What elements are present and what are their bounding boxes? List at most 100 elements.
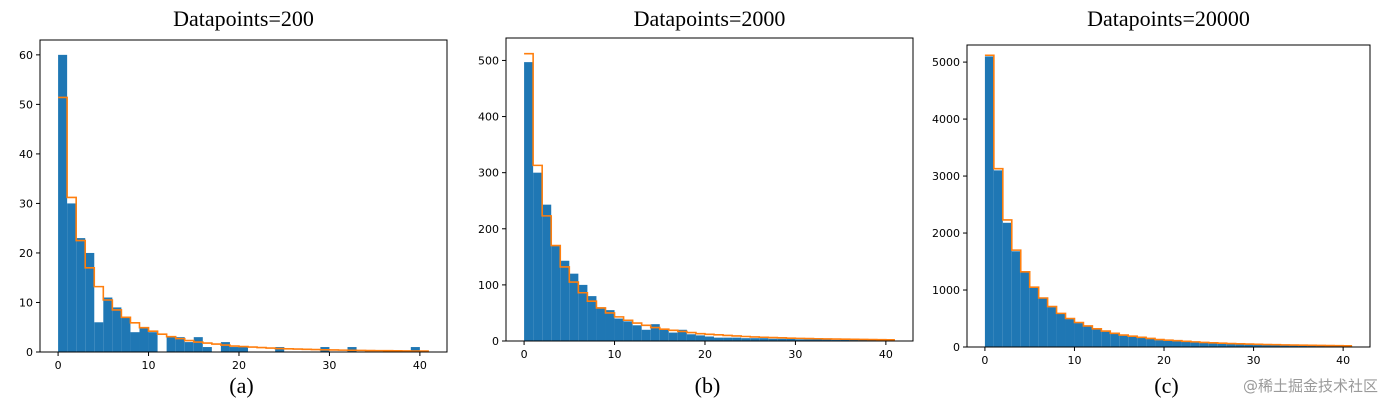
bar	[1307, 345, 1317, 347]
subplot-title: Datapoints=2000	[634, 6, 786, 31]
x-tick-label: 20	[232, 359, 246, 372]
bar	[686, 334, 696, 341]
bar	[175, 337, 185, 352]
y-tick-label: 2000	[932, 227, 960, 240]
bar	[1047, 307, 1057, 347]
x-tick-label: 40	[413, 359, 427, 372]
y-tick-label: 60	[19, 49, 33, 62]
bar	[786, 338, 796, 341]
bar	[1226, 343, 1236, 347]
bar	[587, 296, 597, 341]
bar	[1029, 287, 1039, 347]
bar	[58, 54, 68, 352]
step-line	[524, 52, 895, 341]
subplot-caption: (c)	[1154, 373, 1178, 398]
bar	[1280, 345, 1290, 347]
axes-frame	[505, 37, 914, 342]
bar	[220, 342, 230, 352]
bar	[795, 339, 805, 341]
bar	[704, 336, 715, 341]
bar	[569, 273, 579, 341]
bar	[542, 204, 552, 341]
bar	[1271, 345, 1281, 347]
subplot-1: 0 10 20 30 40 0 10 20 30 40 50 60 Datapoints=200 (a)	[19, 6, 448, 398]
subplot-caption: (a)	[229, 373, 253, 398]
y-tick-label: 20	[19, 247, 33, 260]
bar	[202, 347, 212, 352]
bar	[822, 339, 832, 341]
subplot-title: Datapoints=20000	[1087, 6, 1250, 31]
y-tick-label: 100	[478, 279, 499, 292]
bar	[1172, 341, 1182, 347]
bar	[677, 329, 687, 341]
subplot-3: 0 10 20 30 40 0 1000 2000 3000 4000 5000 Datapoints…	[932, 6, 1371, 398]
bar	[1128, 336, 1138, 347]
y-tick-label: 0	[492, 335, 499, 348]
bar	[840, 339, 850, 341]
bar	[1065, 319, 1075, 347]
bar	[578, 284, 588, 341]
bar	[1253, 344, 1263, 347]
x-tick-label: 20	[1157, 354, 1171, 367]
y-tick-label: 400	[478, 111, 499, 124]
bar	[714, 337, 724, 341]
bar	[641, 329, 651, 341]
y-tick-label: 0	[26, 346, 33, 359]
y-tick-label: 300	[478, 167, 499, 180]
bar	[1190, 342, 1200, 347]
x-tick-label: 30	[322, 359, 336, 372]
bar	[1325, 345, 1335, 347]
bar	[1083, 326, 1093, 347]
subplot-title: Datapoints=200	[173, 6, 314, 31]
x-tick-label: 0	[55, 359, 62, 372]
bar	[560, 260, 570, 341]
x-tick-label: 10	[1067, 354, 1081, 367]
bar	[67, 203, 77, 352]
bar	[184, 342, 194, 352]
bar	[1002, 222, 1012, 347]
bar	[76, 238, 86, 352]
y-tick-label: 4000	[932, 113, 960, 126]
bar	[166, 337, 176, 352]
bar	[275, 347, 285, 352]
bar	[238, 347, 249, 352]
bar	[632, 325, 642, 341]
axes-frame	[39, 39, 448, 353]
bar	[1011, 251, 1021, 347]
bar	[695, 335, 705, 341]
bar	[112, 307, 122, 352]
bar	[1074, 323, 1084, 347]
bar	[1155, 340, 1165, 347]
bar	[1217, 343, 1227, 347]
bar	[993, 170, 1003, 347]
x-tick-label: 30	[788, 348, 802, 361]
bar	[410, 347, 420, 352]
y-tick-label: 1000	[932, 284, 960, 297]
bar	[121, 317, 131, 352]
y-tick-label: 50	[19, 98, 33, 111]
step-line	[58, 96, 429, 352]
bar	[668, 332, 678, 341]
bar	[1262, 344, 1272, 347]
bar	[1038, 297, 1048, 347]
bar	[759, 338, 769, 341]
subplot-caption: (b)	[695, 373, 721, 398]
bar	[139, 327, 149, 352]
bar	[193, 337, 203, 352]
y-tick-label: 500	[478, 54, 499, 67]
y-tick-label: 0	[953, 341, 960, 354]
x-tick-label: 10	[142, 359, 156, 372]
bar	[732, 337, 742, 341]
bar	[596, 307, 606, 341]
bar	[750, 338, 760, 341]
bar	[1199, 343, 1209, 347]
y-tick-label: 30	[19, 197, 33, 210]
x-tick-label: 20	[698, 348, 712, 361]
bar	[1110, 333, 1120, 347]
bar	[148, 332, 158, 352]
bar	[659, 329, 669, 341]
bar	[1208, 343, 1218, 347]
bar	[551, 245, 561, 341]
bar	[229, 347, 239, 352]
